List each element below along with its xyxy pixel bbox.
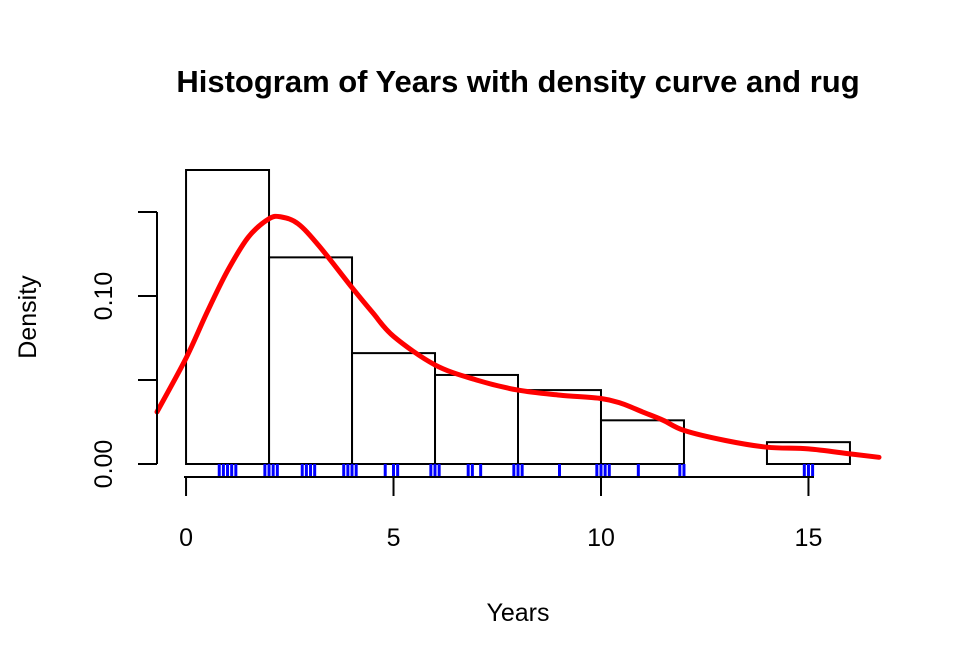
x-tick-label-15: 15	[795, 524, 823, 552]
histogram-bar-6	[599, 419, 685, 466]
x-tick-label-10: 10	[587, 524, 615, 552]
histogram-bar-3	[351, 352, 437, 465]
histogram-bars	[185, 169, 851, 466]
y-axis-label: Density	[14, 275, 42, 359]
x-tick-label-5: 5	[387, 524, 401, 552]
rug-marks	[217, 464, 815, 476]
y-axis-ticks: 0.00 0.10	[90, 211, 157, 489]
histogram-bar-1	[185, 169, 271, 465]
x-axis-label: Years	[486, 599, 549, 627]
x-axis-ticks: 0 5 10 15	[179, 477, 822, 552]
density-curve	[154, 213, 882, 460]
y-tick-label-0: 0.00	[90, 440, 118, 489]
density-curve-layer	[154, 213, 882, 460]
y-tick-label-2: 0.10	[90, 272, 118, 321]
histogram-bar-5	[517, 389, 602, 465]
chart-title: Histogram of Years with density curve an…	[176, 64, 859, 99]
x-tick-label-0: 0	[179, 524, 193, 552]
histogram-bar-2	[268, 256, 354, 465]
